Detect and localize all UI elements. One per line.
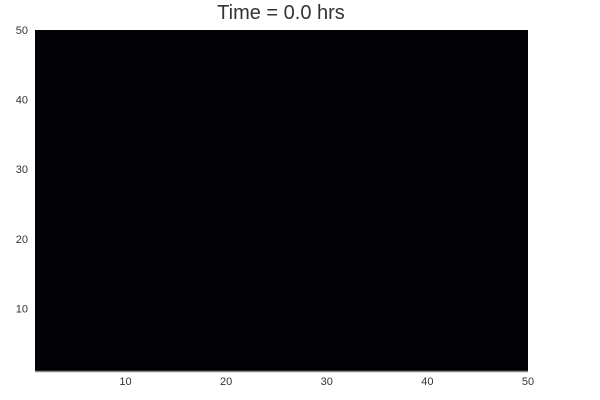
y-tick-label: 50 (16, 25, 28, 37)
chart-title: Time = 0.0 hrs (217, 2, 345, 24)
x-tick-label: 50 (522, 376, 534, 388)
y-tick-label: 20 (16, 234, 28, 246)
y-tick-label: 10 (16, 303, 28, 315)
y-axis-ticks: 10 20 30 40 50 (16, 25, 28, 315)
x-tick-label: 20 (220, 376, 232, 388)
y-tick-label: 40 (16, 95, 28, 107)
x-tick-label: 40 (421, 376, 433, 388)
x-tick-label: 30 (321, 376, 333, 388)
heatmap-area (35, 30, 528, 371)
x-tick-label: 10 (119, 376, 131, 388)
x-axis-ticks: 10 20 30 40 50 (119, 376, 534, 388)
y-tick-label: 30 (16, 164, 28, 176)
